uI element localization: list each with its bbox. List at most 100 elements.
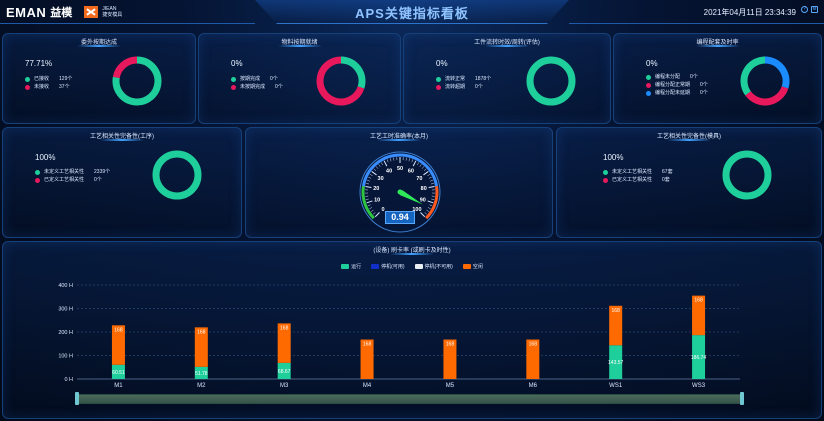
bar-running[interactable] — [692, 335, 706, 379]
legend-item-running[interactable]: 运行 — [341, 263, 361, 270]
chart-legend: 运行 停机(可用) 停机(不可用) 空闲 — [3, 263, 821, 270]
legend-dot-icon — [35, 169, 40, 175]
gauge-needle — [399, 190, 423, 205]
legend-dot-icon — [646, 82, 651, 88]
logo: EMAN 益模 JIEAN 捷安模具 — [6, 4, 122, 20]
gauge-tick — [416, 162, 419, 166]
page-title: APS关键指标看板 — [355, 6, 469, 21]
donut-chart — [526, 56, 576, 106]
gauge-tick-label: 30 — [378, 176, 384, 182]
legend-dot-icon — [646, 74, 651, 80]
zoom-handle-right[interactable] — [740, 392, 744, 405]
legend-item: 未接收 37个 — [25, 83, 72, 91]
donut-chart — [722, 150, 772, 200]
panel-title-line — [485, 45, 529, 47]
gauge-tick — [423, 171, 429, 176]
bar-label-idle: 168 — [694, 298, 703, 304]
legend-label: 停机(可用) — [381, 264, 405, 270]
gauge-tick — [430, 179, 434, 182]
legend-item: 未按期完成 0个 — [231, 83, 283, 91]
donut-segment — [526, 56, 576, 106]
donut-segment — [112, 56, 138, 79]
gauge-tick — [378, 164, 381, 167]
x-tick-label: M3 — [280, 383, 289, 389]
gauge-tick — [423, 168, 427, 172]
legend: 未定义工艺相关性 67套 已定义工艺相关性 0套 — [603, 168, 673, 184]
gauge-tick — [367, 204, 371, 207]
legend-label: 已定义工艺相关性 — [44, 177, 85, 183]
bar-running[interactable] — [194, 366, 208, 379]
legend-dot-icon — [25, 76, 30, 82]
x-tick-label: WS3 — [692, 383, 706, 389]
gauge-value: 0.94 — [385, 211, 415, 224]
legend: 未定义工艺相关性 2339个 已定义工艺相关性 0个 — [35, 168, 110, 184]
gauge-arc — [361, 153, 439, 187]
bar-idle[interactable] — [111, 325, 125, 365]
panel-gauge: 工艺工时准确率(本月) 0 10 20 30 40 50 60 70 80 90 100 0.94 — [245, 127, 553, 238]
header-icons: ? ⚙ — [801, 6, 818, 13]
gauge-tick — [428, 176, 432, 179]
donut-segment — [316, 56, 365, 106]
legend: 已接收 129个 未接收 37个 — [25, 75, 72, 91]
percent-value: 0% — [231, 59, 243, 68]
bar-label-idle: 168 — [446, 342, 455, 348]
partner-text-top: JIEAN — [102, 6, 117, 12]
percent-value: 100% — [603, 153, 624, 162]
legend-label: 编程分配正常期 — [655, 82, 691, 88]
bar-running[interactable] — [111, 364, 125, 379]
legend-value: 0个 — [700, 90, 708, 96]
bar-running[interactable] — [277, 362, 291, 379]
legend-label: 编程未分配 — [655, 74, 681, 80]
bar-idle[interactable] — [443, 339, 457, 379]
legend-dot-icon — [231, 84, 236, 90]
gauge-tick — [426, 209, 430, 212]
legend-item-stop-available[interactable]: 停机(可用) — [371, 263, 405, 270]
bar-label-idle: 168 — [197, 329, 206, 335]
x-tick-label: WS1 — [609, 383, 623, 389]
chart-zoom-slider[interactable] — [76, 394, 744, 404]
help-icon[interactable]: ? — [801, 6, 808, 13]
settings-icon[interactable]: ⚙ — [811, 6, 818, 13]
legend-value: 129个 — [59, 76, 73, 82]
bar-idle[interactable] — [692, 295, 706, 336]
legend-item-idle[interactable]: 空闲 — [462, 263, 483, 270]
gauge-tick-label: 20 — [373, 186, 379, 192]
datetime: 2021年04月11日 23:34:39 — [703, 8, 796, 17]
donut-chart — [316, 56, 366, 106]
bar-label-idle: 168 — [612, 308, 621, 314]
panel-workpiece: 工件流转时效/周转(评估) 0% 流转正常 1878个 流转超期 0个 — [403, 33, 611, 124]
panel-title-line — [277, 45, 322, 47]
zoom-handle-left[interactable] — [75, 392, 79, 405]
gauge-tick — [411, 159, 414, 163]
gauge-tick — [427, 207, 431, 210]
bar-label-running: 51.78 — [195, 371, 208, 377]
donut-chart — [112, 56, 162, 106]
gauge-tick — [368, 176, 372, 179]
bar-idle[interactable] — [360, 339, 374, 379]
x-tick-label: M2 — [197, 383, 206, 389]
donut-segment — [740, 56, 766, 96]
legend-item: 编程分配正常期 0个 — [646, 81, 708, 89]
bar-idle[interactable] — [609, 305, 623, 346]
panel-title: 工艺相关性完备性(工序) — [90, 134, 154, 140]
bar-idle[interactable] — [194, 327, 208, 367]
legend-value: 2339个 — [94, 169, 111, 175]
y-tick-label: 400 H — [58, 283, 73, 289]
panel-title-line — [667, 139, 711, 141]
panel-title-line — [390, 253, 434, 255]
bar-running[interactable] — [609, 345, 623, 379]
legend-swatch-icon — [414, 264, 423, 269]
bar-label-running: 143.57 — [608, 360, 624, 366]
bar-idle[interactable] — [277, 323, 291, 363]
panel-title-line — [695, 45, 740, 47]
legend-value: 0个 — [275, 84, 283, 90]
legend-swatch-icon — [341, 264, 350, 269]
legend-item-stop-unavailable[interactable]: 停机(不可用) — [414, 263, 453, 270]
legend-item: 编程未分配 0个 — [646, 73, 708, 81]
gauge-tick — [381, 162, 384, 166]
gauge-tick — [420, 212, 426, 218]
gauge-tick — [383, 160, 388, 167]
bar-idle[interactable] — [526, 339, 540, 379]
legend: 流转正常 1878个 流转超期 0个 — [436, 75, 491, 91]
header-line-left — [0, 23, 255, 24]
